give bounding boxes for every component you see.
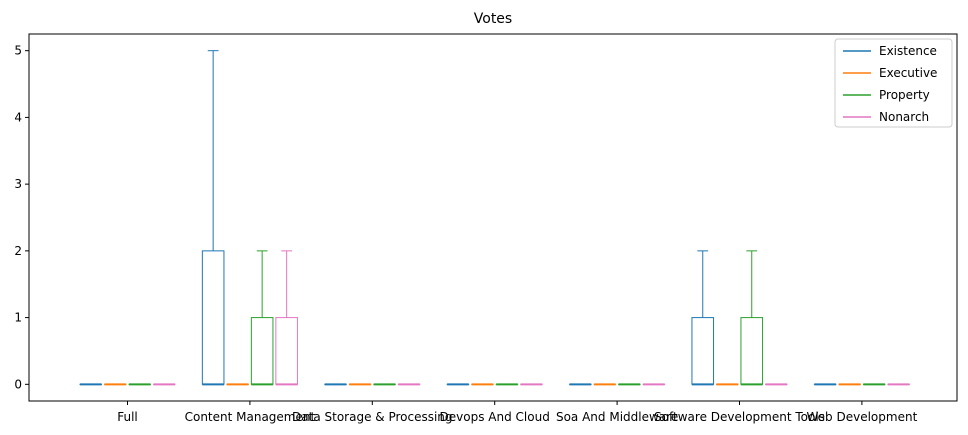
x-tick-label: Web Development [807, 410, 918, 424]
box-nonarch-content-management [275, 250, 298, 386]
x-tick-label: Data Storage & Processing [292, 410, 452, 424]
box-body [691, 317, 715, 385]
x-tick-label: Devops And Cloud [440, 410, 550, 424]
box-body [250, 317, 274, 385]
x-tick-label: Soa And Middleware [556, 410, 678, 424]
y-tick-label: 4 [14, 110, 22, 124]
box-property-software-development-tools [740, 250, 764, 386]
x-tick-label: Content Management [185, 410, 316, 424]
legend-frame [834, 38, 953, 128]
y-tick-label: 0 [14, 377, 22, 391]
y-tick-label: 2 [14, 244, 22, 258]
legend-label-executive: Executive [879, 66, 937, 80]
y-tick-label: 3 [14, 177, 22, 191]
plot-area [79, 50, 910, 386]
x-tick-label: Software Development Tools [654, 410, 825, 424]
y-axis: 0 1 2 3 4 5 [14, 44, 29, 391]
box-body [740, 317, 764, 385]
x-tick-label: Full [117, 410, 138, 424]
legend-label-nonarch: Nonarch [879, 110, 929, 124]
y-tick-label: 1 [14, 311, 22, 325]
legend-label-property: Property [879, 88, 930, 102]
chart-title: Votes [474, 11, 512, 27]
legend-label-existence: Existence [879, 44, 937, 58]
box-existence-software-development-tools [691, 250, 715, 386]
box-body [201, 250, 225, 385]
y-tick-label: 5 [14, 44, 22, 58]
axes-frame [28, 33, 958, 402]
legend: Existence Executive Property Nonarch [834, 38, 953, 128]
box-existence-content-management [201, 50, 225, 386]
box-property-content-management [250, 250, 274, 386]
box-body [275, 317, 298, 385]
